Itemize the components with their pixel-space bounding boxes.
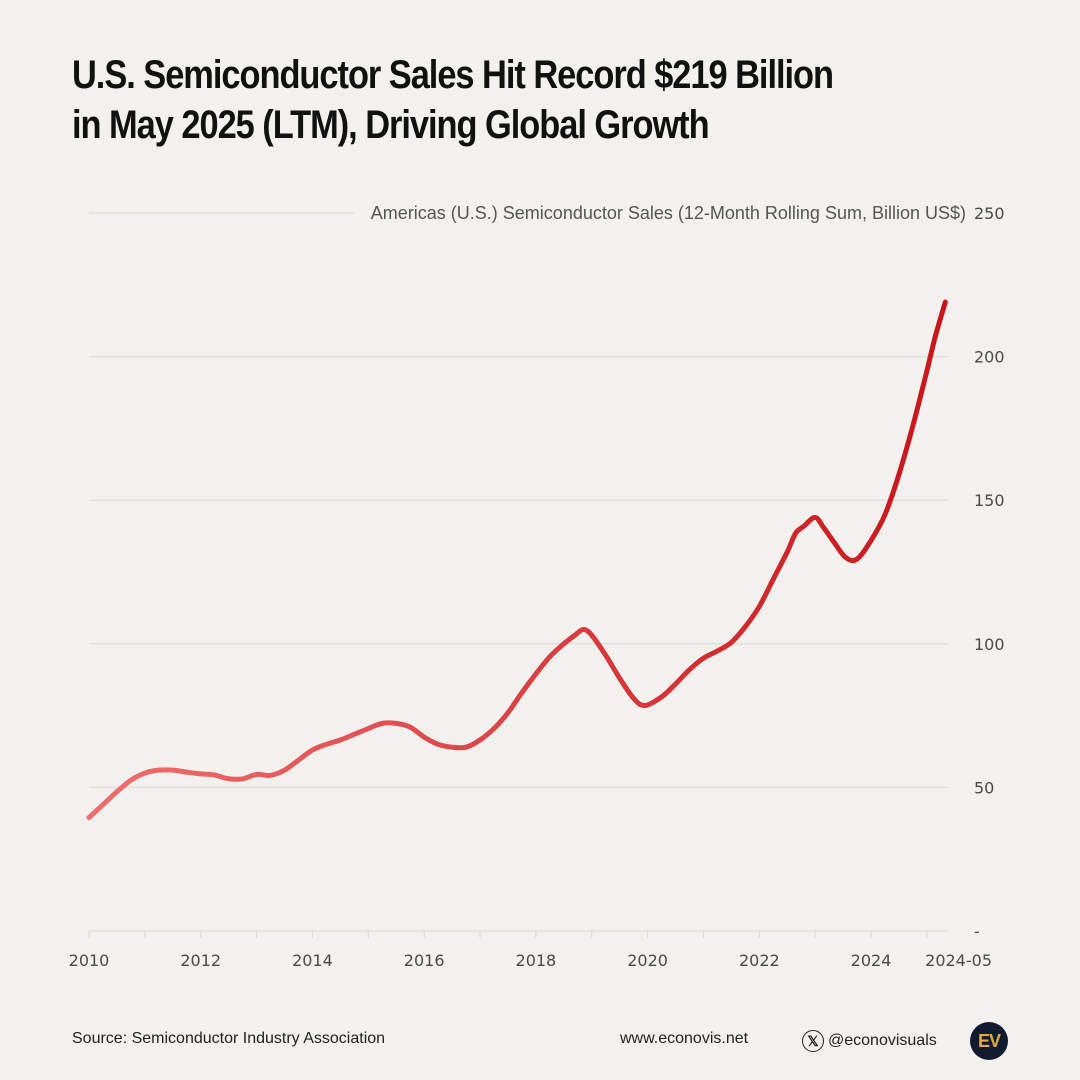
y-tick-label: -: [974, 922, 980, 941]
x-tick-label: 2024: [851, 951, 892, 970]
series-group: [86, 299, 948, 821]
y-tick-label: 100: [974, 635, 1005, 654]
y-axis: - 50 100 150 200 250: [974, 204, 1005, 941]
y-tick-label: 150: [974, 491, 1005, 510]
y-tick-label: 250: [974, 204, 1005, 223]
x-tick-label: 2020: [627, 951, 668, 970]
website-link[interactable]: www.econovis.net: [620, 1030, 749, 1047]
label-backdrop: [355, 203, 955, 223]
grid-lines: [89, 203, 955, 932]
x-tick-label: 2010: [69, 951, 110, 970]
x-tick-label: 2014: [292, 951, 333, 970]
social-handle-text: @econovisuals: [828, 1032, 937, 1049]
x-tick-label: 2018: [516, 951, 557, 970]
social-handle[interactable]: 𝕏 @econovisuals: [802, 1030, 937, 1052]
chart-title-line-1: U.S. Semiconductor Sales Hit Record $219…: [72, 53, 834, 97]
y-axis-label: Americas (U.S.) Semiconductor Sales (12-…: [371, 203, 966, 223]
y-tick-label: 200: [974, 348, 1005, 367]
econovis-logo: EV: [970, 1022, 1008, 1060]
x-logo-icon: 𝕏: [802, 1030, 824, 1052]
chart-title: U.S. Semiconductor Sales Hit Record $219…: [72, 50, 846, 150]
chart-title-line-2: in May 2025 (LTM), Driving Global Growth: [72, 103, 710, 147]
x-axis: 2010 2012 2014 2016 2018 2020 2022 2024 2024-05: [69, 931, 992, 970]
series-line: [86, 299, 948, 821]
x-tick-label: 2012: [180, 951, 221, 970]
source-note: Source: Semiconductor Industry Associati…: [72, 1030, 386, 1047]
x-tick-label: 2016: [404, 951, 445, 970]
x-tick-label: 2022: [739, 951, 780, 970]
x-tick-label: 2024-05: [925, 951, 992, 970]
y-tick-label: 50: [974, 778, 994, 797]
